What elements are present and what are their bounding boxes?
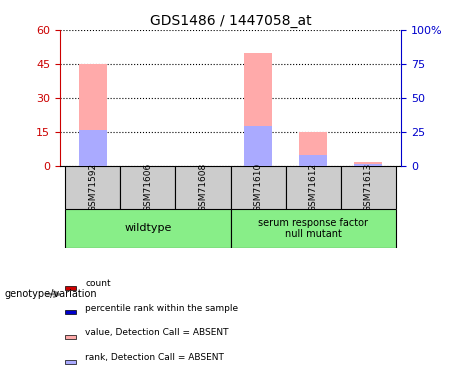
Bar	[65, 166, 120, 209]
Text: wildtype: wildtype	[124, 223, 171, 233]
Bar	[79, 64, 106, 166]
Text: GSM71613: GSM71613	[364, 163, 372, 212]
Bar	[285, 166, 341, 209]
Text: GSM71606: GSM71606	[143, 163, 153, 212]
Bar	[65, 360, 76, 364]
Text: genotype/variation: genotype/variation	[5, 290, 97, 299]
Bar	[79, 130, 106, 166]
Bar	[299, 155, 327, 166]
Bar	[230, 209, 396, 248]
Bar	[299, 132, 327, 166]
Text: value, Detection Call = ABSENT: value, Detection Call = ABSENT	[85, 328, 229, 338]
Text: GSM71612: GSM71612	[308, 163, 318, 212]
Bar	[120, 166, 176, 209]
Text: GSM71610: GSM71610	[254, 163, 262, 212]
Text: rank, Detection Call = ABSENT: rank, Detection Call = ABSENT	[85, 353, 224, 362]
Bar	[176, 166, 230, 209]
Title: GDS1486 / 1447058_at: GDS1486 / 1447058_at	[150, 13, 311, 28]
Bar	[355, 162, 382, 166]
Bar	[65, 286, 76, 290]
Bar	[244, 126, 272, 166]
Bar	[65, 310, 76, 314]
Text: serum response factor
null mutant: serum response factor null mutant	[258, 217, 368, 239]
Bar	[355, 164, 382, 166]
Text: percentile rank within the sample: percentile rank within the sample	[85, 304, 238, 313]
Text: GSM71608: GSM71608	[199, 163, 207, 212]
Bar	[65, 335, 76, 339]
Bar	[230, 166, 285, 209]
Bar	[65, 209, 230, 248]
Bar	[244, 53, 272, 166]
Text: count: count	[85, 279, 111, 288]
Bar	[341, 166, 396, 209]
Text: GSM71592: GSM71592	[89, 163, 97, 212]
